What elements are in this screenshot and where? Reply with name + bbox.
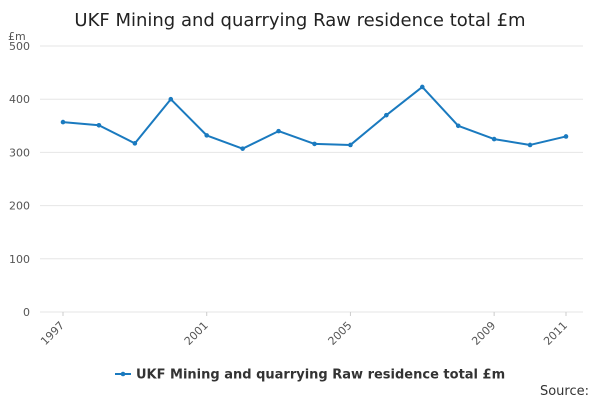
data-point[interactable]	[168, 96, 174, 102]
x-tick-label: 2001	[182, 319, 211, 348]
data-point[interactable]	[60, 119, 66, 125]
y-tick-label: 200	[9, 200, 30, 213]
y-tick-label: 500	[9, 40, 30, 53]
source-label: Source:	[540, 384, 589, 399]
data-point[interactable]	[240, 146, 245, 151]
chart-title: UKF Mining and quarrying Raw residence t…	[74, 10, 525, 31]
data-point[interactable]	[276, 128, 281, 134]
data-point[interactable]	[455, 123, 461, 129]
y-tick-label: 300	[9, 146, 30, 159]
series-layer	[60, 84, 569, 151]
legend-label: UKF Mining and quarrying Raw residence t…	[136, 368, 505, 383]
x-axis-ticks: 1997 2001 2005 2009 2011	[38, 312, 570, 348]
y-axis-unit-label: £m	[8, 30, 26, 43]
x-tick-label: 2011	[541, 319, 570, 348]
data-point[interactable]	[96, 122, 102, 128]
data-point[interactable]	[563, 134, 569, 139]
data-point[interactable]	[204, 133, 210, 138]
y-axis-ticks: 0 100 200 300 400 500	[9, 40, 30, 319]
x-tick-label: 2005	[326, 319, 355, 348]
data-point[interactable]	[419, 84, 425, 90]
data-point[interactable]	[491, 136, 497, 142]
legend[interactable]: UKF Mining and quarrying Raw residence t…	[115, 368, 505, 383]
legend-point-marker	[120, 371, 126, 377]
data-point[interactable]	[348, 142, 353, 148]
y-tick-label: 400	[9, 93, 30, 106]
data-point[interactable]	[384, 112, 389, 118]
x-tick-label: 1997	[38, 319, 67, 348]
x-tick-label: 2009	[469, 319, 498, 348]
data-point[interactable]	[312, 141, 317, 147]
y-tick-label: 0	[23, 306, 30, 319]
data-point[interactable]	[132, 141, 138, 146]
data-point[interactable]	[527, 142, 533, 148]
gridlines	[40, 45, 583, 313]
y-tick-label: 100	[9, 253, 30, 266]
series-line	[62, 85, 567, 150]
